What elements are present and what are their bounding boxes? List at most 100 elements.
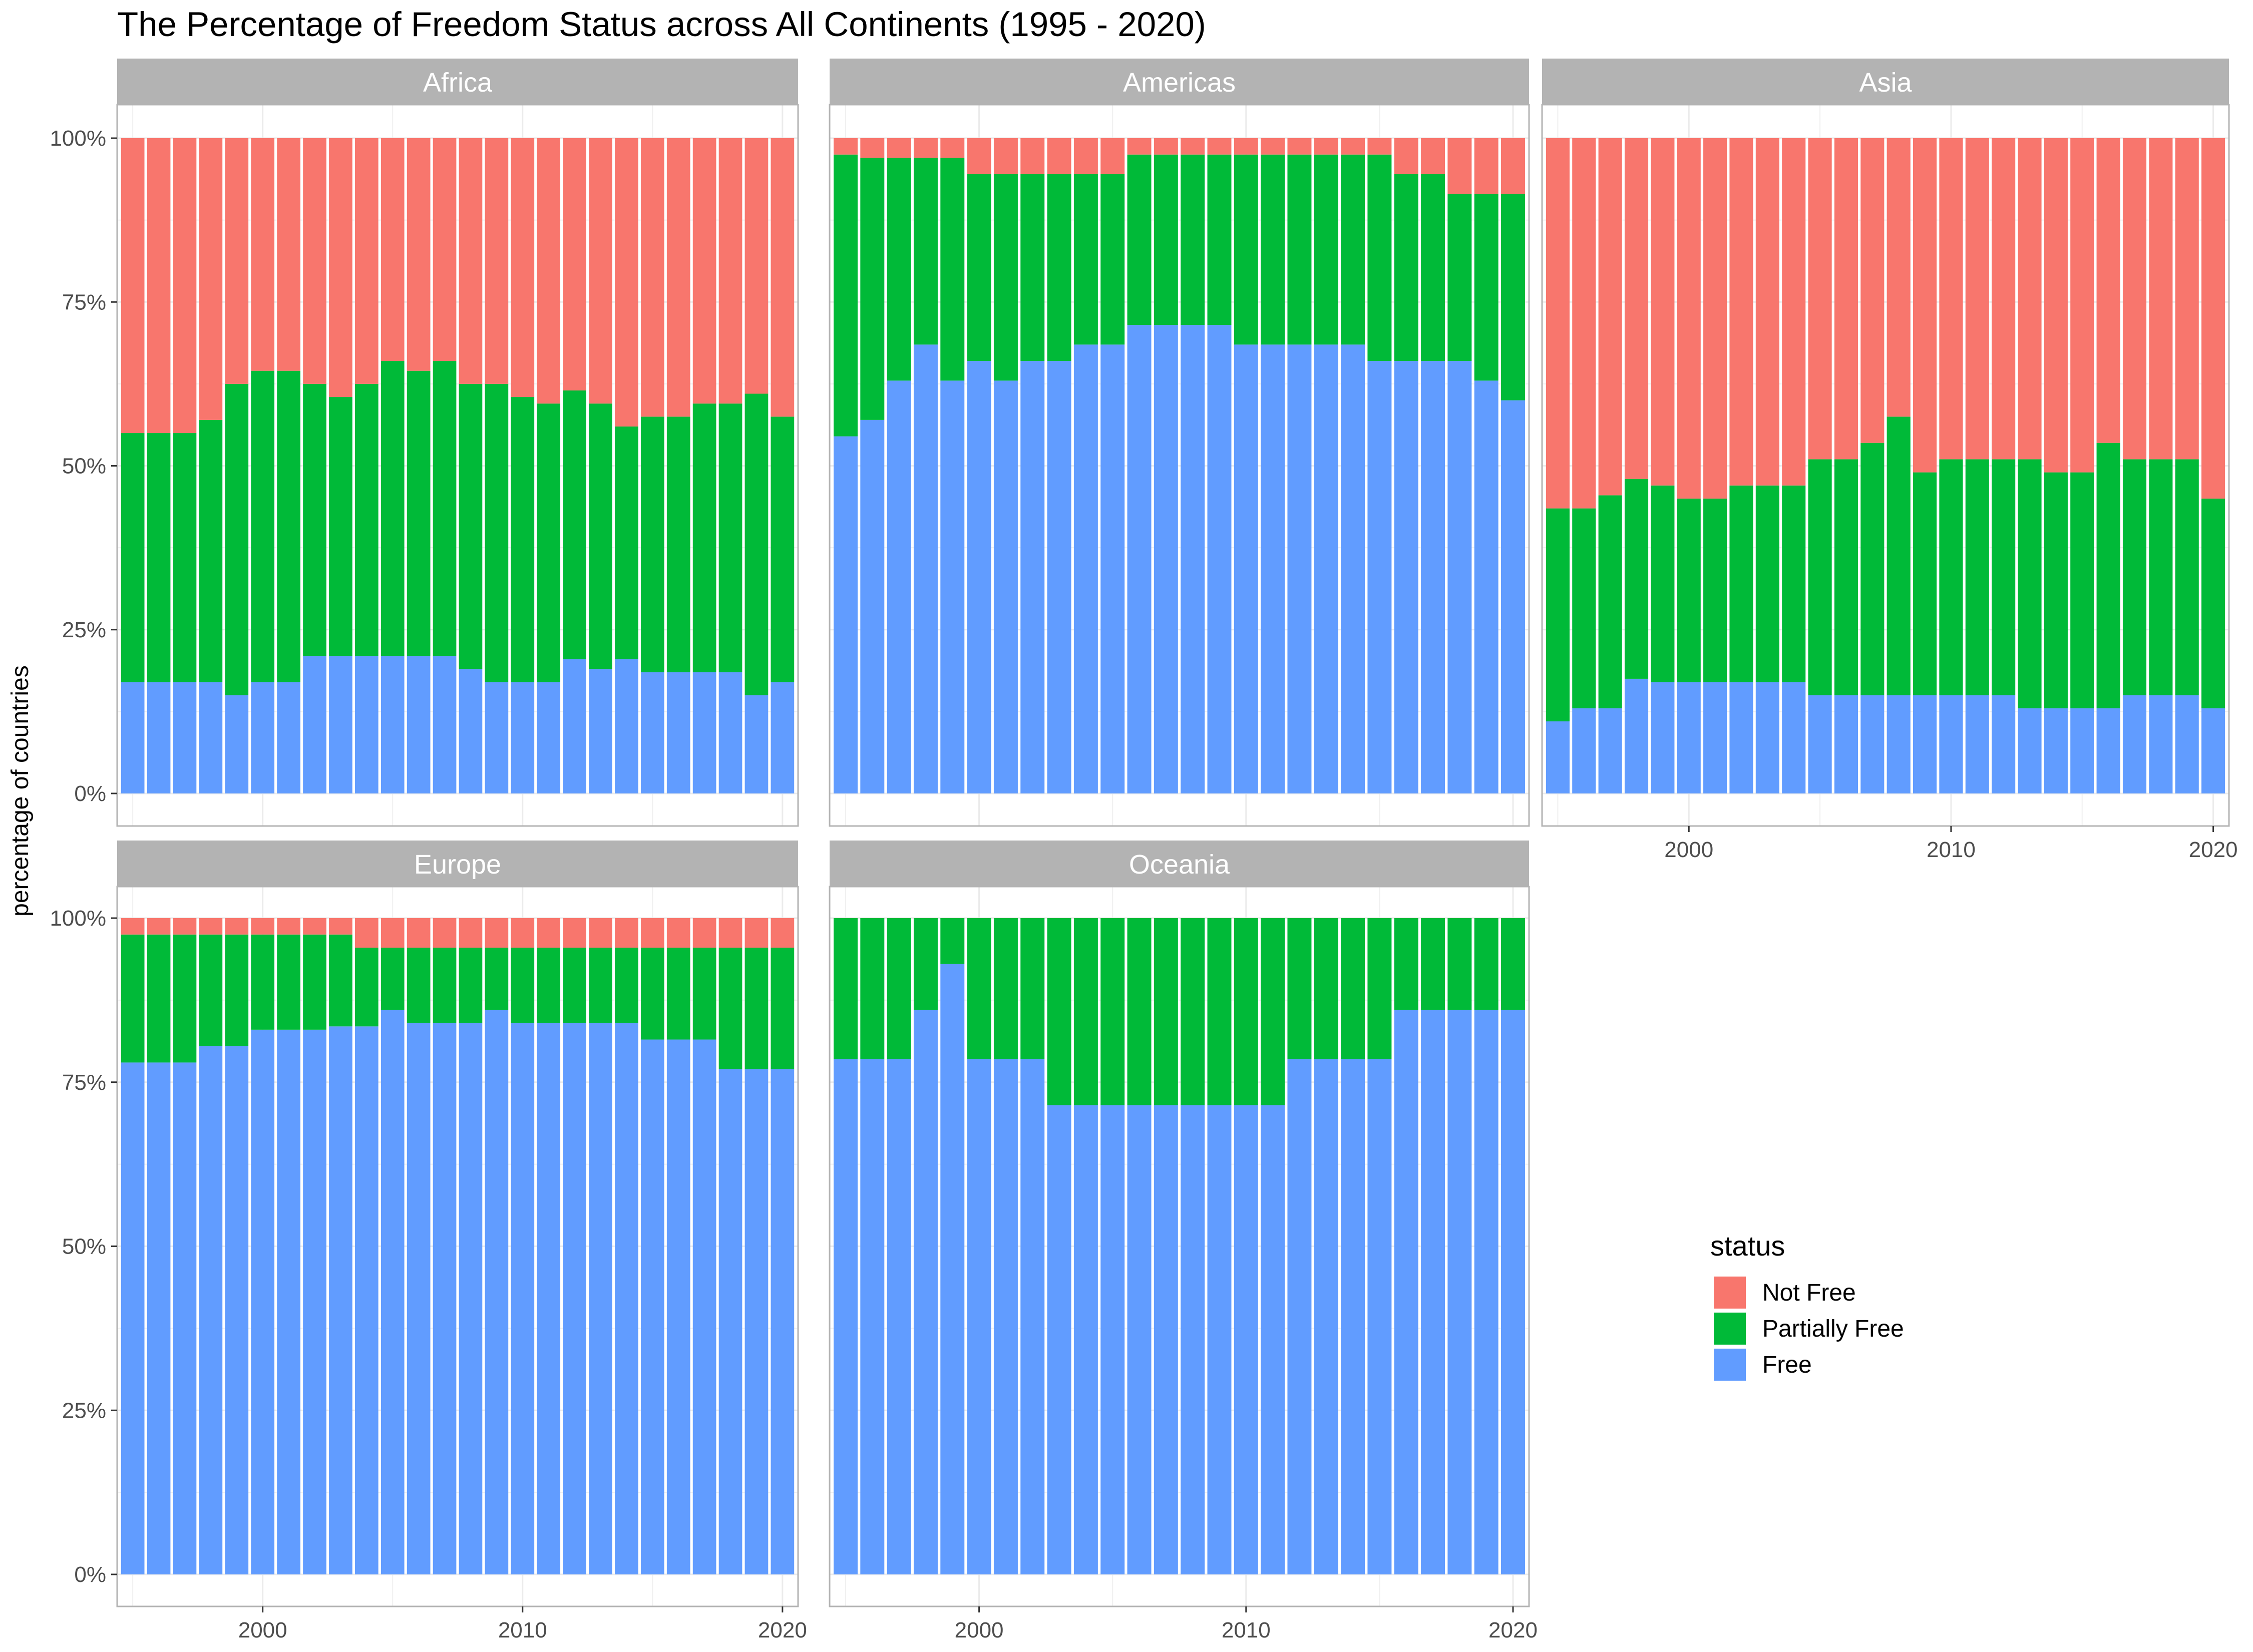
bar-partially-free	[121, 433, 145, 682]
bar-free	[615, 659, 638, 793]
bar-partially-free	[511, 947, 535, 1023]
legend-label: Not Free	[1762, 1280, 1856, 1306]
facet-strip	[117, 59, 798, 105]
bar-partially-free	[303, 383, 326, 656]
bar-not-free	[640, 138, 664, 417]
bar-partially-free	[913, 918, 938, 1010]
legend-title: status	[1710, 1230, 1785, 1262]
bar-free	[860, 420, 885, 793]
bar-partially-free	[771, 947, 795, 1069]
bar-free	[640, 672, 664, 793]
bar-partially-free	[1755, 485, 1779, 682]
panel-border	[829, 886, 1530, 1607]
bar-not-free	[1808, 138, 1832, 460]
bar-partially-free	[537, 947, 561, 1023]
bar-free	[1394, 361, 1418, 793]
bar-partially-free	[329, 397, 352, 656]
bar-not-free	[666, 918, 690, 948]
bar-free	[537, 1023, 561, 1574]
bar-partially-free	[2096, 443, 2120, 708]
bar-not-free	[485, 918, 509, 948]
bar-free	[1421, 361, 1445, 793]
bar-partially-free	[1782, 485, 1806, 682]
bar-not-free	[303, 138, 326, 384]
y-tick-label: 50%	[62, 1234, 106, 1259]
bar-partially-free	[1261, 154, 1285, 345]
bar-partially-free	[860, 918, 885, 1059]
bar-not-free	[1572, 138, 1596, 509]
bar-not-free	[1677, 138, 1701, 499]
bar-not-free	[771, 138, 795, 417]
x-tick-label: 2020	[1488, 1618, 1538, 1642]
bar-free	[407, 656, 431, 793]
bar-free	[173, 682, 197, 793]
bar-free	[2096, 708, 2120, 793]
x-tick-label: 2010	[498, 1618, 547, 1642]
bar-partially-free	[640, 417, 664, 672]
bar-free	[1341, 1059, 1365, 1574]
bar-partially-free	[666, 417, 690, 672]
bar-not-free	[615, 138, 638, 427]
bar-free	[860, 1059, 885, 1574]
bar-partially-free	[2018, 459, 2042, 708]
bar-free	[485, 682, 509, 793]
bar-free	[381, 1010, 405, 1574]
bar-free	[225, 695, 249, 793]
bar-free	[2070, 708, 2094, 793]
bar-partially-free	[329, 934, 352, 1027]
bar-not-free	[121, 918, 145, 935]
facet-strip-label: Europe	[414, 850, 501, 880]
bar-not-free	[537, 918, 561, 948]
bar-free	[303, 656, 326, 793]
bar-free	[433, 656, 457, 793]
bar-free	[1367, 361, 1392, 793]
bar-not-free	[718, 138, 742, 404]
bar-partially-free	[1047, 918, 1071, 1105]
bar-not-free	[967, 138, 991, 174]
bar-free	[147, 1062, 171, 1574]
bar-not-free	[1341, 138, 1365, 155]
bar-free	[940, 964, 965, 1574]
bar-free	[1501, 1010, 1526, 1574]
bar-free	[1572, 708, 1596, 793]
bar-free	[640, 1039, 664, 1574]
bar-not-free	[940, 138, 965, 158]
bar-free	[1729, 682, 1753, 793]
bar-not-free	[1447, 138, 1472, 194]
y-tick-label: 25%	[62, 1398, 106, 1423]
bar-free	[771, 1069, 795, 1574]
bar-partially-free	[1546, 508, 1570, 722]
bar-partially-free	[1073, 918, 1098, 1105]
bar-not-free	[640, 918, 664, 948]
y-tick-label: 75%	[62, 1070, 106, 1095]
bar-partially-free	[1834, 459, 1858, 695]
bar-not-free	[147, 138, 171, 434]
bar-not-free	[2201, 138, 2225, 499]
bar-free	[1234, 344, 1258, 793]
bar-free	[2149, 695, 2173, 793]
bar-partially-free	[511, 397, 535, 682]
bar-partially-free	[1572, 508, 1596, 708]
bar-not-free	[563, 918, 586, 948]
bar-partially-free	[121, 934, 145, 1063]
bar-partially-free	[2149, 459, 2173, 695]
bar-not-free	[1992, 138, 2016, 460]
bar-not-free	[1860, 138, 1885, 443]
bar-not-free	[459, 918, 483, 948]
bar-free	[1447, 1010, 1472, 1574]
bar-free	[692, 1039, 716, 1574]
bar-not-free	[433, 138, 457, 361]
bar-partially-free	[1394, 174, 1418, 361]
bar-not-free	[121, 138, 145, 434]
bar-not-free	[381, 138, 405, 361]
bar-partially-free	[354, 947, 379, 1027]
bar-free	[1047, 361, 1071, 793]
bar-free	[2122, 695, 2147, 793]
bar-partially-free	[967, 918, 991, 1059]
bar-not-free	[1100, 138, 1125, 174]
bar-not-free	[251, 138, 275, 371]
bar-not-free	[913, 138, 938, 158]
bar-not-free	[993, 138, 1018, 174]
bar-free	[1808, 695, 1832, 793]
